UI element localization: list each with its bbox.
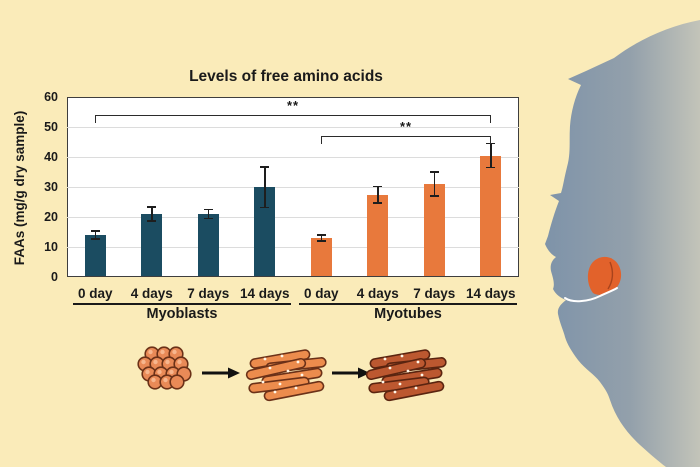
error-bar-cap-top bbox=[260, 166, 270, 168]
error-bar-cap-top bbox=[373, 185, 383, 187]
y-tick-label: 0 bbox=[51, 270, 58, 284]
y-tick-label: 10 bbox=[44, 240, 58, 254]
differentiation-diagram bbox=[130, 335, 460, 410]
gridline bbox=[67, 247, 519, 248]
y-tick-label: 20 bbox=[44, 210, 58, 224]
y-tick-label: 40 bbox=[44, 150, 58, 164]
error-bar-cap-bottom bbox=[316, 240, 326, 242]
x-category-label: 4 days bbox=[356, 286, 399, 301]
faa-chart: Levels of free amino acids FAAs (mg/g dr… bbox=[12, 68, 519, 322]
error-bar-cap-top bbox=[316, 234, 326, 236]
error-bar bbox=[433, 171, 435, 197]
error-bar bbox=[207, 208, 209, 220]
myotube-bundle-icon bbox=[245, 349, 327, 402]
error-bar-cap-bottom bbox=[373, 202, 383, 204]
head-profile-silhouette-icon bbox=[545, 20, 700, 467]
error-bar-cap-bottom bbox=[486, 166, 496, 169]
error-bar bbox=[320, 234, 322, 242]
gridline bbox=[67, 157, 519, 158]
gridline bbox=[67, 187, 519, 188]
group-underline bbox=[299, 303, 517, 305]
myoblast-cluster-icon bbox=[137, 346, 192, 390]
significance-label: ** bbox=[399, 119, 413, 134]
x-category-label: 14 days bbox=[239, 286, 290, 301]
error-bar-cap-top bbox=[203, 208, 213, 211]
head-silhouette-region bbox=[520, 0, 700, 467]
muscle-fiber-bundle-icon bbox=[365, 349, 447, 402]
significance-bracket bbox=[95, 115, 491, 123]
x-category-label: 7 days bbox=[187, 286, 230, 301]
x-category-label: 0 day bbox=[77, 286, 113, 301]
error-bar-cap-top bbox=[147, 206, 157, 208]
bar-myoblasts-14-days bbox=[254, 187, 276, 276]
x-category-label: 14 days bbox=[465, 286, 516, 301]
bar-myotubes-4-days bbox=[367, 194, 389, 276]
group-underline bbox=[73, 303, 291, 305]
gridline bbox=[67, 217, 519, 218]
tongue-icon bbox=[587, 256, 622, 295]
x-category-label: 7 days bbox=[413, 286, 456, 301]
bar-myotubes-7-days bbox=[423, 184, 445, 276]
muscle-fiber-nuclei-dots bbox=[381, 354, 424, 394]
bar-myoblasts-4-days bbox=[141, 214, 163, 276]
group-label-myoblasts: Myoblasts bbox=[146, 306, 218, 322]
tongue-crease-line bbox=[607, 261, 614, 290]
error-bar bbox=[151, 206, 153, 222]
y-tick-label: 60 bbox=[44, 90, 58, 104]
error-bar-cap-bottom bbox=[203, 217, 213, 220]
myotube-nuclei-dots bbox=[261, 354, 304, 394]
y-tick-label: 50 bbox=[44, 120, 58, 134]
error-bar-cap-top bbox=[90, 230, 100, 232]
myoblast-highlights bbox=[141, 349, 182, 383]
arrow-right-icon bbox=[202, 367, 240, 379]
arrow-right-icon bbox=[332, 367, 370, 379]
differentiation-diagram-art bbox=[137, 346, 447, 402]
error-bar-cap-bottom bbox=[90, 238, 100, 240]
error-bar bbox=[377, 185, 379, 204]
error-bar bbox=[264, 166, 266, 208]
bar-myotubes-0-day bbox=[310, 238, 332, 276]
error-bar bbox=[94, 230, 96, 240]
error-bar-cap-bottom bbox=[429, 195, 439, 197]
significance-label: ** bbox=[286, 98, 300, 113]
error-bar bbox=[490, 142, 492, 169]
y-tick-label: 30 bbox=[44, 180, 58, 194]
group-label-myotubes: Myotubes bbox=[374, 306, 442, 322]
error-bar-cap-bottom bbox=[260, 206, 270, 208]
error-bar-cap-bottom bbox=[147, 220, 157, 222]
x-category-label: 4 days bbox=[130, 286, 173, 301]
x-category-label: 0 day bbox=[303, 286, 339, 301]
bar-myoblasts-0-day bbox=[84, 235, 106, 276]
significance-bracket bbox=[321, 136, 491, 144]
bar-myotubes-14-days bbox=[480, 155, 502, 276]
gridline bbox=[67, 127, 519, 128]
bar-myoblasts-7-days bbox=[197, 214, 219, 276]
chart-title: Levels of free amino acids bbox=[189, 68, 383, 85]
error-bar-cap-top bbox=[486, 142, 496, 145]
head-outline bbox=[545, 20, 700, 467]
error-bar-cap-top bbox=[429, 171, 439, 173]
mouth-line bbox=[564, 287, 618, 303]
